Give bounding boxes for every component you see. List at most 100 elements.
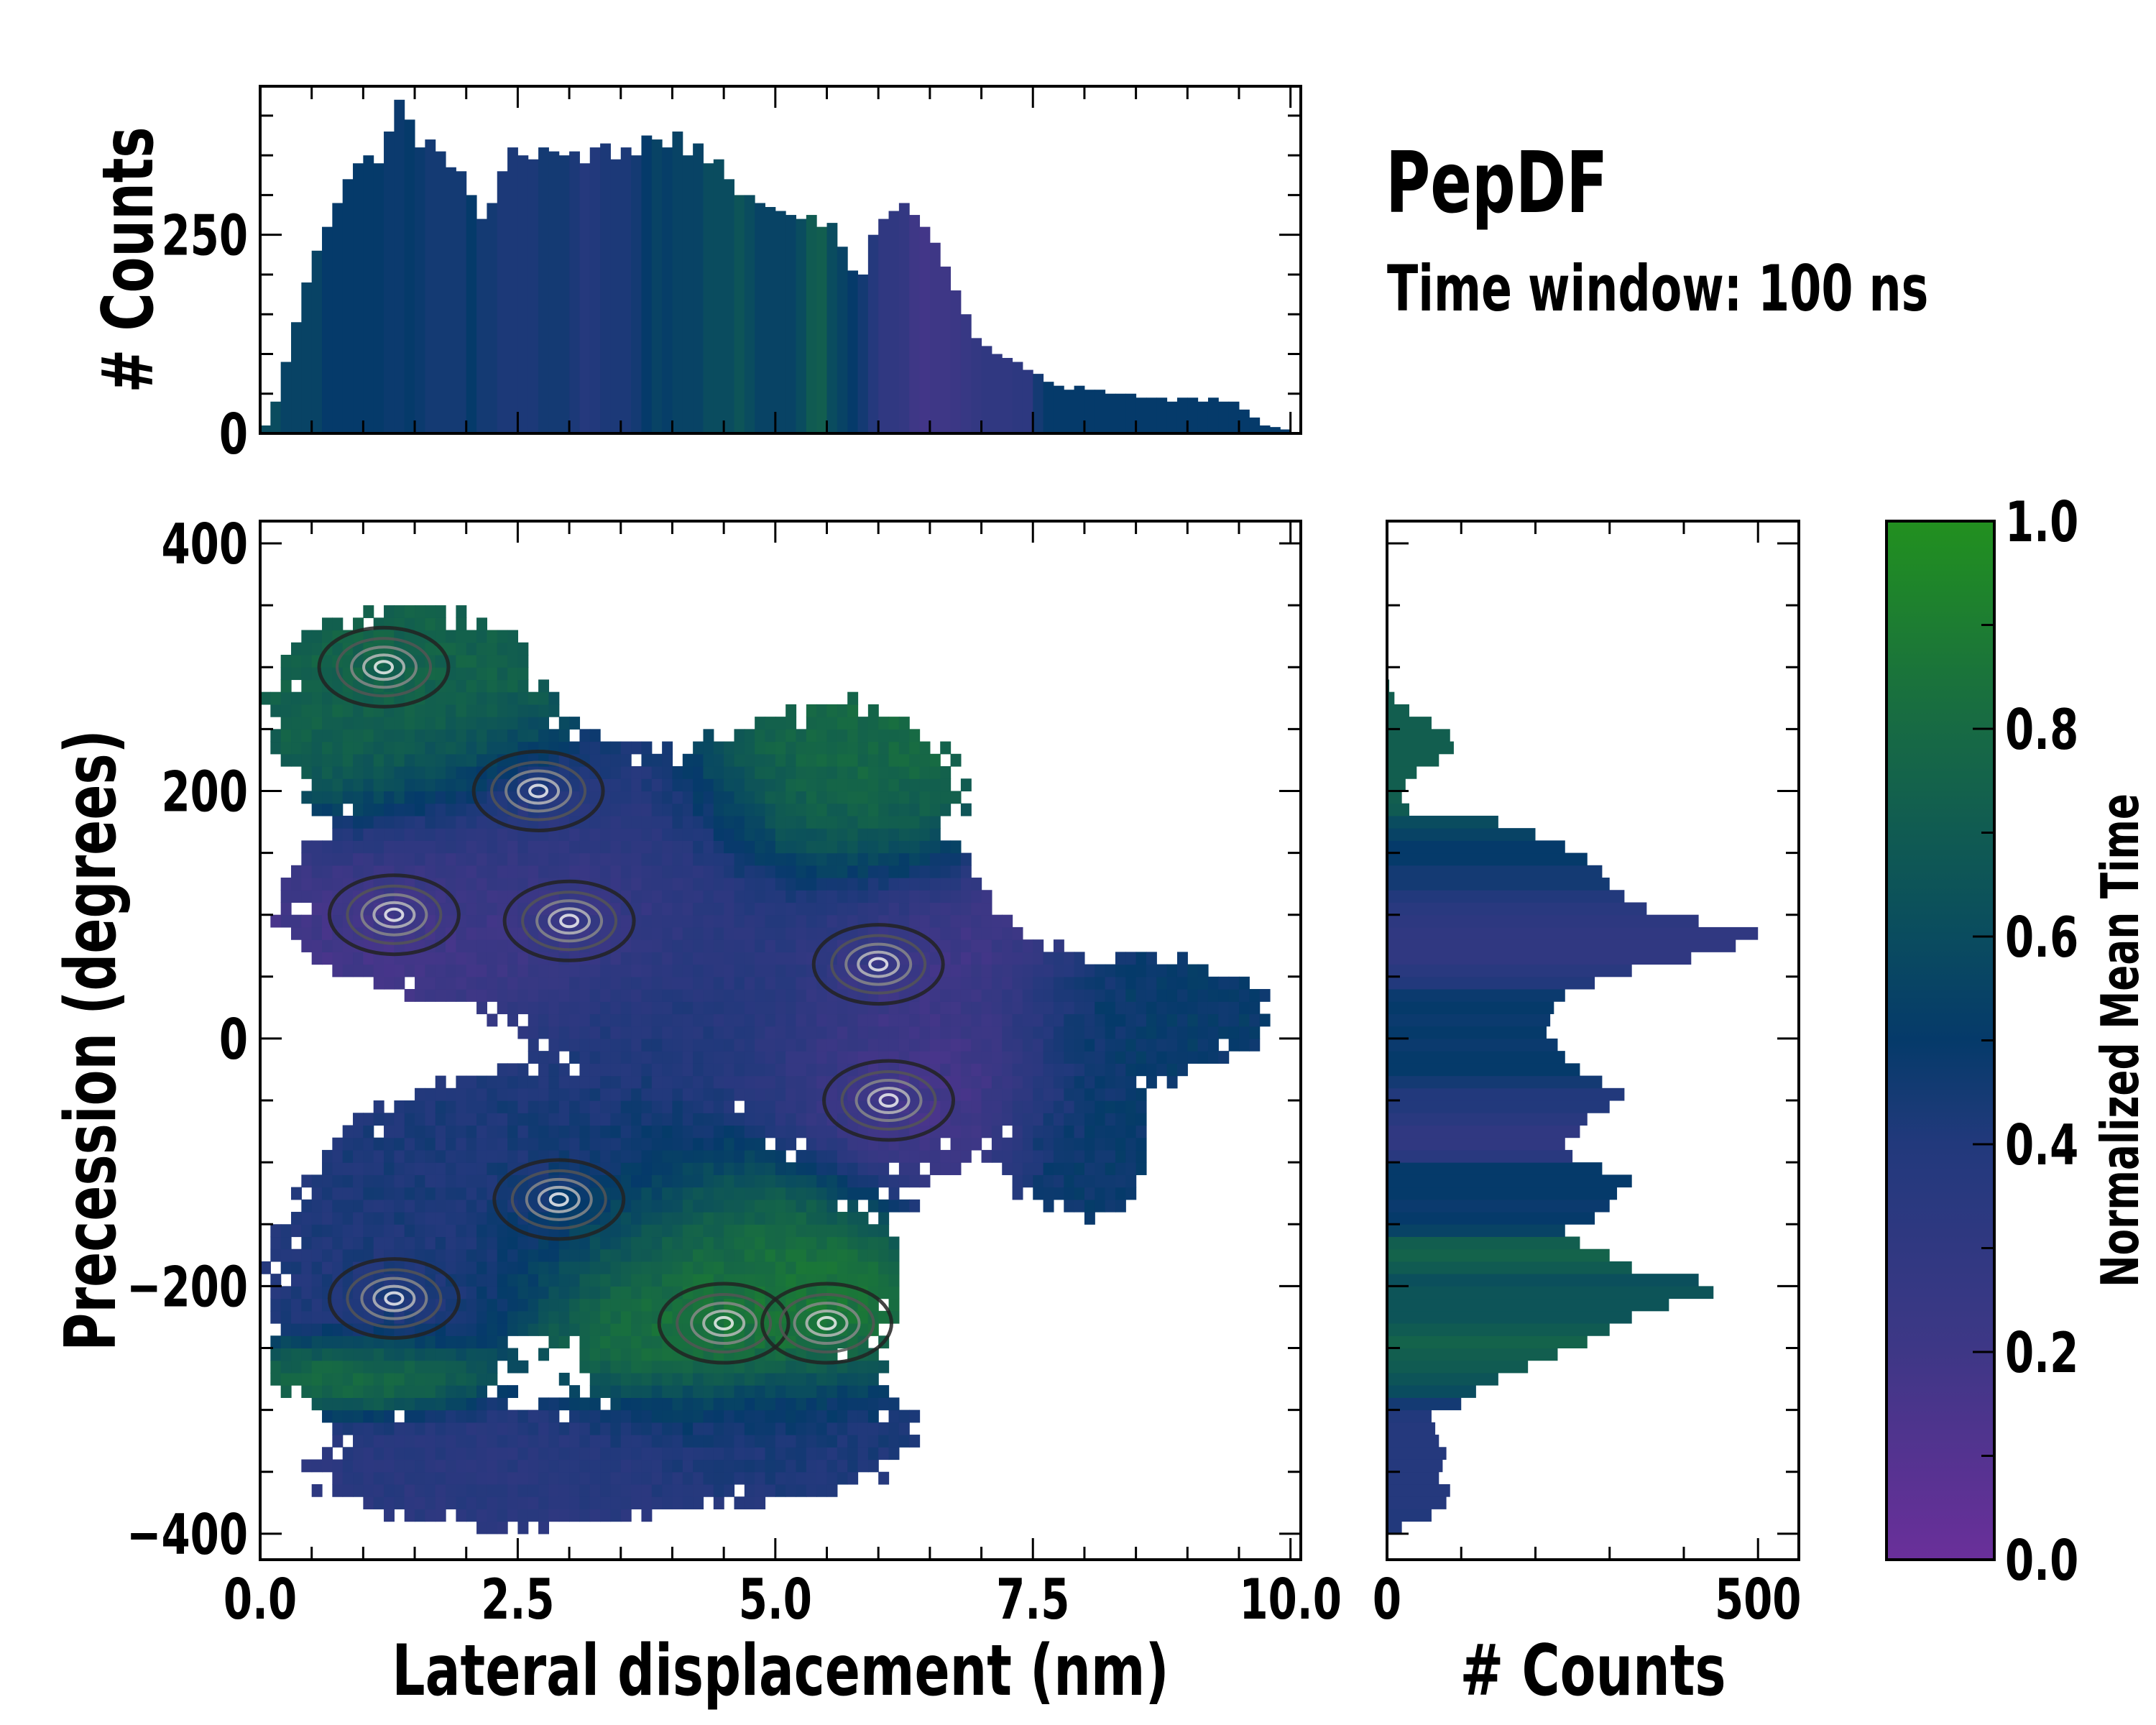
heatmap-cell: [1043, 1187, 1054, 1200]
heatmap-cell: [507, 865, 519, 878]
heatmap-cell: [631, 1248, 642, 1262]
heatmap-cell: [528, 691, 539, 705]
heatmap-cell: [476, 852, 488, 866]
heatmap-cell: [641, 1001, 653, 1015]
heatmap-cell: [579, 1310, 591, 1324]
heatmap-cell: [1033, 1038, 1044, 1052]
heatmap-cell: [363, 1360, 374, 1374]
heatmap-cell: [466, 1459, 477, 1473]
heatmap-cell: [703, 1471, 714, 1485]
histogram-bar: [1387, 865, 1603, 878]
heatmap-cell: [816, 1125, 828, 1138]
heatmap-cell: [950, 1051, 962, 1064]
heatmap-cell: [672, 1199, 683, 1213]
heatmap-cell: [724, 1298, 735, 1312]
heatmap-cell: [1105, 1063, 1116, 1077]
heatmap-cell: [755, 1224, 766, 1238]
heatmap-cell: [353, 729, 364, 742]
heatmap-cell: [466, 1274, 477, 1287]
heatmap-cell: [878, 1471, 890, 1485]
heatmap-cell: [558, 741, 570, 755]
heatmap-cell: [373, 1149, 384, 1163]
heatmap-cell: [569, 1496, 581, 1509]
heatmap-cell: [796, 803, 807, 816]
heatmap-cell: [466, 1385, 477, 1398]
heatmap-cell: [610, 1100, 622, 1113]
heatmap-cell: [867, 803, 879, 816]
heatmap-cell: [682, 1149, 694, 1163]
heatmap-cell: [497, 865, 508, 878]
heatmap-cell: [724, 1348, 735, 1361]
heatmap-cell: [1197, 1038, 1209, 1052]
heatmap-cell: [538, 852, 550, 866]
heatmap-cell: [662, 1248, 673, 1262]
heatmap-cell: [775, 815, 786, 829]
heatmap-cell: [641, 1459, 653, 1473]
heatmap-cell: [600, 1335, 612, 1349]
heatmap-cell: [713, 1435, 724, 1448]
heatmap-cell: [589, 1248, 601, 1262]
heatmap-cell: [456, 1100, 467, 1113]
heatmap-cell: [610, 1149, 622, 1163]
heatmap-cell: [600, 1360, 612, 1374]
heatmap-cell: [662, 1409, 673, 1423]
heatmap-cell: [806, 717, 817, 730]
heatmap-cell: [641, 1484, 653, 1497]
heatmap-cell: [641, 1298, 653, 1312]
heatmap-cell: [538, 914, 550, 928]
heatmap-cell: [548, 1174, 560, 1188]
heatmap-cell: [786, 1026, 797, 1039]
heatmap-cell: [435, 852, 446, 866]
heatmap-cell: [775, 1397, 786, 1411]
heatmap-cell: [765, 964, 776, 978]
heatmap-cell: [909, 964, 921, 978]
heatmap-cell: [919, 914, 931, 928]
heatmap-cell: [476, 1149, 488, 1163]
heatmap-cell: [806, 1224, 817, 1238]
heatmap-cell: [909, 1435, 921, 1448]
heatmap-cell: [466, 1113, 477, 1126]
heatmap-cell: [425, 1509, 436, 1522]
heatmap-cell: [415, 778, 425, 792]
heatmap-cell: [517, 1323, 529, 1336]
heatmap-cell: [672, 1236, 683, 1250]
heatmap-cell: [1125, 1113, 1137, 1126]
heatmap-cell: [1228, 1026, 1240, 1039]
heatmap-cell: [724, 803, 735, 816]
heatmap-cell: [940, 778, 952, 792]
heatmap-cell: [641, 1335, 653, 1349]
heatmap-cell: [806, 1397, 817, 1411]
heatmap-cell: [548, 852, 560, 866]
heatmap-cell: [641, 1063, 653, 1077]
heatmap-cell: [538, 1509, 550, 1522]
heatmap-cell: [693, 1174, 704, 1188]
heatmap-cell: [600, 1001, 612, 1015]
heatmap-cell: [291, 926, 302, 940]
heatmap-cell: [724, 828, 735, 841]
heatmap-cell: [662, 914, 673, 928]
heatmap-cell: [363, 1224, 374, 1238]
heatmap-cell: [631, 766, 642, 779]
heatmap-cell: [610, 865, 622, 878]
heatmap-cell: [703, 939, 714, 952]
heatmap-cell: [394, 976, 405, 990]
heatmap-cell: [373, 766, 384, 779]
heatmap-cell: [548, 1100, 560, 1113]
heatmap-cell: [548, 1051, 560, 1064]
heatmap-cell: [940, 1001, 952, 1015]
heatmap-cell: [1022, 1113, 1033, 1126]
heatmap-cell: [775, 1385, 786, 1398]
heatmap-cell: [569, 1471, 581, 1485]
heatmap-cell: [1033, 1149, 1044, 1163]
heatmap-cell: [610, 828, 622, 841]
heatmap-cell: [384, 605, 395, 618]
heatmap-cell: [456, 828, 467, 841]
heatmap-cell: [579, 1137, 591, 1151]
heatmap-cell: [826, 1298, 838, 1312]
heatmap-cell: [991, 1026, 1003, 1039]
heatmap-cell: [929, 791, 941, 804]
heatmap-cell: [682, 1261, 694, 1274]
heatmap-cell: [363, 741, 374, 755]
heatmap-cell: [353, 766, 364, 779]
heatmap-cell: [693, 791, 704, 804]
